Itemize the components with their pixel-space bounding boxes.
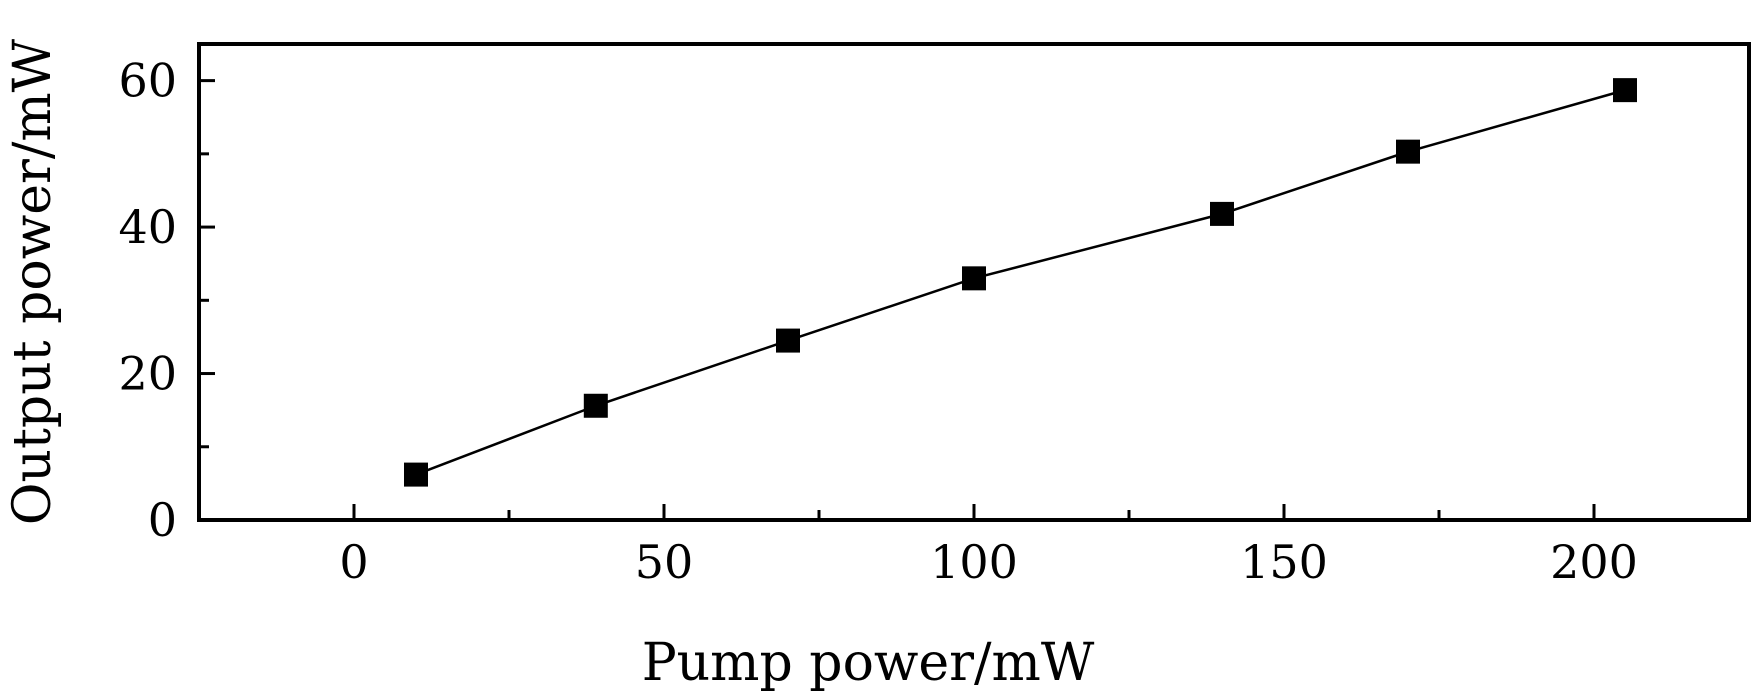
x-tick-label-0: 0 [339,535,368,589]
x-tick-label-1: 50 [635,535,694,589]
y-tick-label-3: 60 [118,54,177,108]
x-axis-label: Pump power/mW [642,633,1095,693]
x-tick-label-3: 150 [1240,535,1328,589]
data-point-2 [776,328,800,353]
y-tick-label-2: 40 [118,200,177,254]
data-point-3 [962,266,986,291]
x-tick-label-2: 100 [930,535,1018,589]
y-tick-label-1: 20 [118,347,177,401]
data-point-0 [404,462,428,487]
series-group [404,78,1637,487]
tick-labels: 0 50 100 150 200 0 20 40 60 [118,54,1637,589]
y-tick-label-0: 0 [148,493,177,547]
x-tick-label-4: 200 [1550,535,1638,589]
data-point-6 [1613,78,1637,103]
data-point-5 [1396,139,1420,164]
data-point-1 [583,393,608,418]
axis-ticks [199,79,1596,522]
data-point-4 [1210,201,1234,226]
y-axis-label: Output power/mW [3,38,63,525]
